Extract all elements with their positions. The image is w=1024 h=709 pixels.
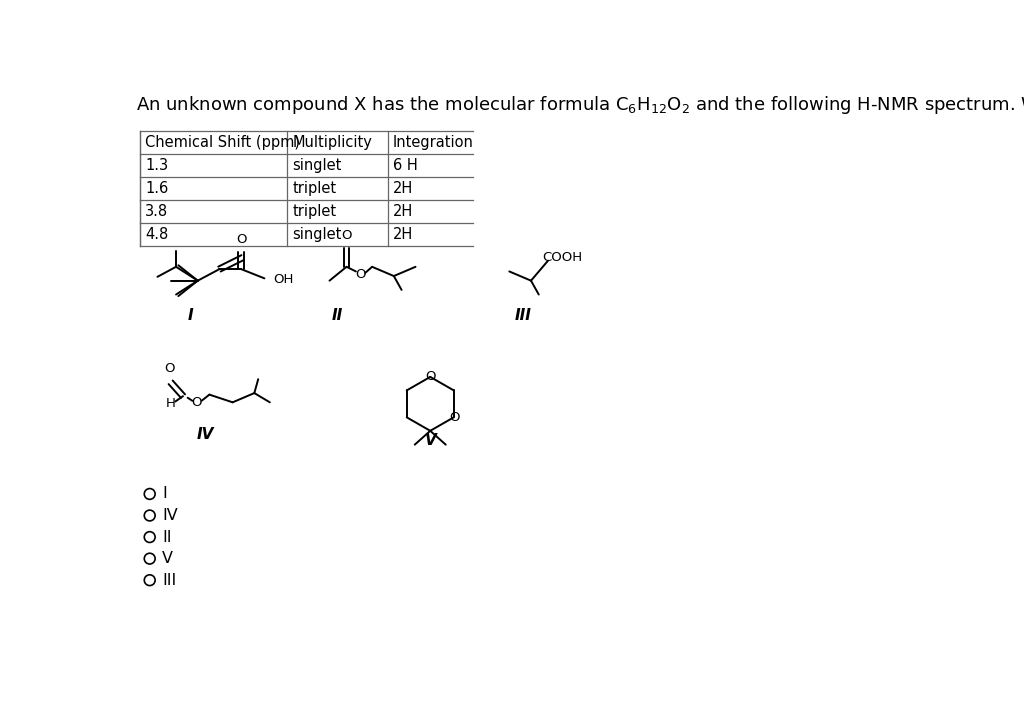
Text: 1.6: 1.6 [145, 181, 168, 196]
Text: O: O [164, 362, 174, 375]
Text: 1.3: 1.3 [145, 157, 168, 173]
Text: O: O [237, 233, 247, 246]
Text: O: O [191, 396, 202, 409]
Text: O: O [450, 411, 460, 424]
Text: triplet: triplet [292, 181, 337, 196]
Text: COOH: COOH [542, 251, 582, 264]
Text: 3.8: 3.8 [145, 204, 168, 219]
Text: OH: OH [273, 274, 294, 286]
Text: singlet: singlet [292, 227, 342, 242]
Text: O: O [425, 369, 435, 383]
Text: IV: IV [197, 427, 214, 442]
Text: triplet: triplet [292, 204, 337, 219]
Text: 2H: 2H [393, 204, 414, 219]
Text: I: I [187, 308, 193, 323]
Text: II: II [162, 530, 172, 545]
Text: III: III [162, 573, 176, 588]
Text: I: I [162, 486, 167, 501]
Text: H: H [166, 397, 175, 411]
Text: Integration: Integration [393, 135, 474, 150]
Text: 6 H: 6 H [393, 157, 418, 173]
Text: An unknown compound X has the molecular formula C$_6$H$_{12}$O$_2$ and the follo: An unknown compound X has the molecular … [136, 94, 1024, 116]
Text: Multiplicity: Multiplicity [292, 135, 372, 150]
Text: 2H: 2H [393, 181, 414, 196]
Text: O: O [355, 268, 366, 281]
Text: IV: IV [162, 508, 178, 523]
Text: II: II [332, 308, 343, 323]
Text: 2H: 2H [393, 227, 414, 242]
Text: singlet: singlet [292, 157, 342, 173]
Text: V: V [162, 551, 173, 566]
Text: V: V [424, 432, 436, 447]
Text: III: III [515, 308, 531, 323]
Text: 4.8: 4.8 [145, 227, 168, 242]
Text: O: O [341, 229, 352, 242]
Text: Chemical Shift (ppm): Chemical Shift (ppm) [145, 135, 300, 150]
